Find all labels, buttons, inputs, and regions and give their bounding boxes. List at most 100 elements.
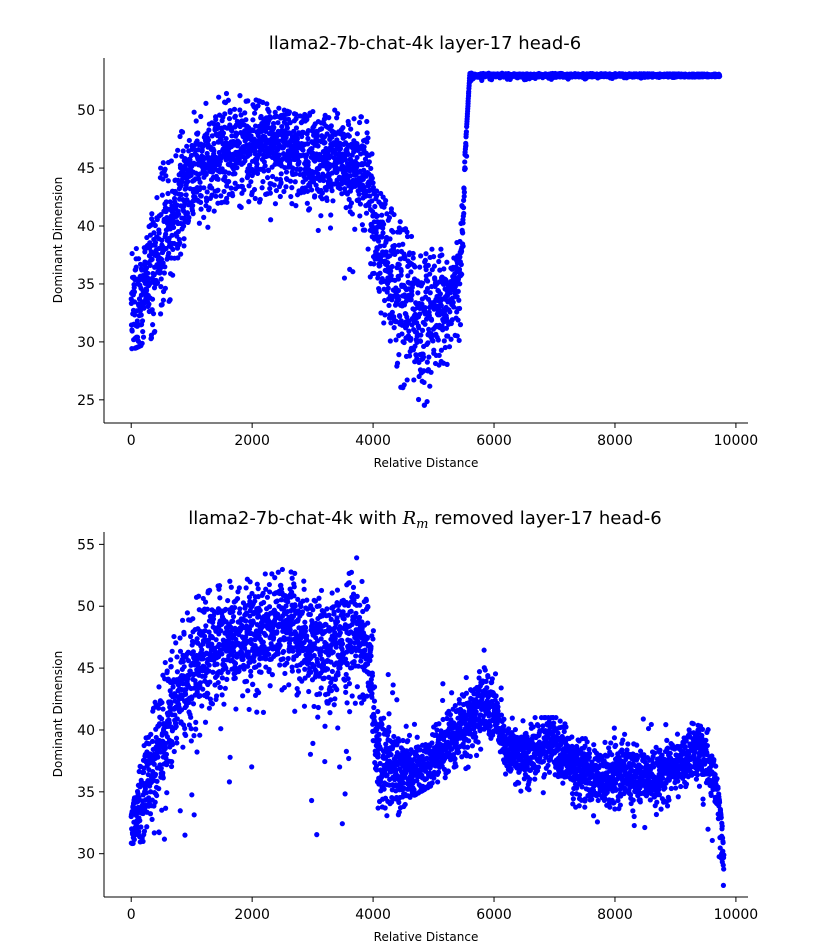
- data-point: [152, 222, 158, 229]
- data-point: [356, 119, 363, 126]
- data-point: [198, 113, 204, 120]
- data-point: [285, 655, 291, 662]
- data-point: [458, 261, 464, 268]
- data-point: [271, 182, 277, 188]
- data-point: [262, 632, 269, 638]
- data-point: [322, 139, 328, 146]
- data-point: [441, 319, 447, 325]
- data-point: [397, 219, 403, 225]
- data-point: [149, 816, 155, 823]
- data-point: [186, 214, 192, 221]
- data-point: [315, 143, 321, 149]
- data-point: [230, 614, 237, 620]
- data-point: [272, 575, 278, 581]
- data-point: [437, 291, 443, 297]
- data-point: [245, 688, 251, 694]
- data-point: [216, 583, 223, 589]
- data-point: [395, 276, 401, 282]
- data-point: [214, 661, 220, 667]
- data-point: [183, 192, 189, 198]
- data-point: [151, 230, 157, 236]
- data-point: [379, 212, 385, 218]
- data-point: [438, 303, 444, 309]
- data-point: [410, 250, 416, 257]
- data-point: [260, 639, 266, 645]
- data-point: [283, 169, 290, 175]
- data-point: [431, 254, 437, 260]
- data-point: [418, 332, 424, 338]
- data-point: [396, 225, 402, 231]
- data-point: [261, 159, 267, 165]
- data-point: [267, 115, 274, 121]
- data-point: [129, 328, 135, 334]
- data-point: [287, 178, 294, 184]
- data-point: [169, 759, 175, 765]
- data-point: [142, 249, 148, 255]
- chart-bottom-title: llama2-7b-chat-4k with Rm removed layer-…: [188, 508, 661, 532]
- data-point: [140, 334, 147, 340]
- data-point: [252, 195, 258, 202]
- chart-bottom: llama2-7b-chat-4k with Rm removed layer-…: [51, 508, 758, 944]
- data-point: [174, 740, 180, 746]
- data-point: [364, 130, 370, 136]
- data-point: [206, 705, 212, 711]
- data-point: [416, 325, 422, 331]
- data-point: [379, 234, 385, 240]
- data-point: [349, 211, 355, 217]
- data-point: [203, 198, 210, 204]
- data-point: [173, 735, 180, 741]
- data-point: [460, 205, 467, 211]
- data-point: [205, 224, 211, 230]
- data-point: [367, 193, 373, 199]
- data-point: [156, 829, 162, 836]
- data-point: [234, 165, 240, 171]
- data-point: [369, 151, 375, 157]
- data-point: [155, 754, 161, 760]
- data-point: [351, 116, 357, 122]
- data-point: [169, 648, 175, 654]
- data-point: [418, 253, 424, 259]
- data-point: [159, 699, 165, 706]
- data-point: [255, 690, 262, 696]
- data-point: [448, 336, 454, 342]
- data-point: [129, 250, 135, 257]
- data-point: [140, 838, 146, 844]
- data-point: [427, 290, 433, 296]
- data-point: [160, 176, 166, 182]
- data-point: [374, 188, 380, 194]
- data-point: [304, 188, 311, 194]
- data-point: [415, 396, 422, 403]
- data-point: [232, 171, 238, 177]
- data-point: [264, 594, 271, 600]
- data-point: [231, 106, 238, 112]
- data-point: [365, 135, 371, 141]
- data-point: [388, 268, 394, 274]
- data-point: [213, 637, 219, 643]
- data-point: [237, 606, 243, 612]
- data-point: [251, 186, 258, 193]
- data-point: [428, 317, 435, 323]
- data-point: [281, 648, 287, 655]
- data-point: [270, 120, 277, 127]
- data-point: [378, 310, 384, 316]
- data-point: [158, 165, 164, 171]
- chart-top-x-ticks: 0 2000 4000 6000 8000 10000: [127, 423, 758, 449]
- data-point: [387, 236, 393, 242]
- data-point: [287, 120, 293, 126]
- data-point: [382, 312, 388, 318]
- data-point: [400, 241, 406, 247]
- chart-bottom-title-suffix: removed layer-17 head-6: [428, 508, 661, 529]
- data-point: [135, 256, 142, 262]
- data-point: [296, 159, 302, 165]
- data-point: [293, 171, 299, 177]
- data-point: [162, 264, 168, 270]
- data-point: [435, 337, 441, 343]
- data-point: [252, 110, 258, 116]
- data-point: [386, 215, 393, 221]
- data-point: [393, 337, 399, 343]
- data-point: [163, 173, 169, 179]
- data-point: [154, 792, 160, 799]
- data-point: [226, 170, 232, 176]
- data-point: [204, 606, 210, 612]
